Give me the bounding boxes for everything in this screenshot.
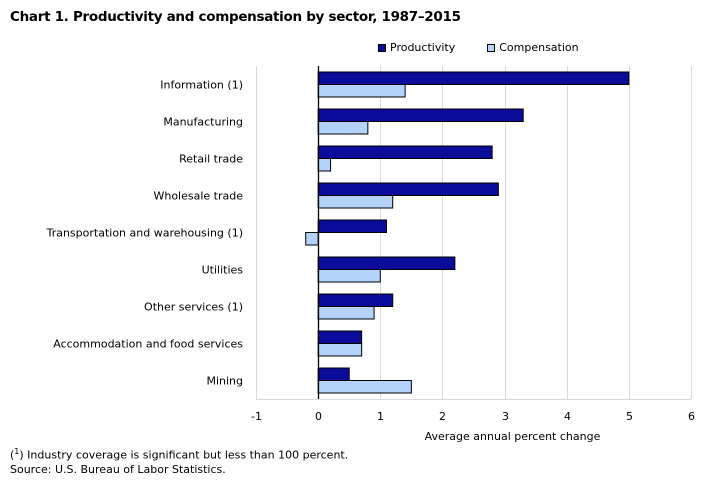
bar-productivity xyxy=(317,219,387,233)
x-tick-label: 0 xyxy=(315,410,322,423)
legend-swatch-productivity xyxy=(378,43,386,52)
bar-compensation xyxy=(305,232,319,246)
footnote-coverage: (1) Industry coverage is significant but… xyxy=(10,447,349,462)
source-note: Source: U.S. Bureau of Labor Statistics. xyxy=(10,462,226,476)
bar-productivity xyxy=(317,182,499,196)
chart-title: Chart 1. Productivity and compensation b… xyxy=(10,9,461,25)
bar-compensation xyxy=(317,306,375,320)
category-label: Retail trade xyxy=(179,153,243,166)
x-tick-label: 2 xyxy=(439,410,446,423)
legend: Productivity Compensation xyxy=(378,41,611,54)
bar-productivity xyxy=(317,108,524,122)
bar-productivity xyxy=(317,293,394,307)
x-axis-title: Average annual percent change xyxy=(425,430,601,443)
bar-productivity xyxy=(317,330,363,344)
footnotes: (1) Industry coverage is significant but… xyxy=(10,445,348,477)
category-label: Information (1) xyxy=(160,79,243,92)
bar-compensation xyxy=(317,269,381,283)
x-tick-label: 6 xyxy=(688,410,695,423)
category-labels: Information (1) Manufacturing Retail trade… xyxy=(46,79,244,388)
legend-swatch-compensation xyxy=(487,43,496,52)
bar-compensation xyxy=(317,380,412,394)
bar-compensation xyxy=(317,158,332,172)
x-tick-label: 5 xyxy=(626,410,633,423)
legend-item-productivity: Productivity xyxy=(378,41,455,54)
bar-compensation xyxy=(317,84,406,98)
x-tick-label: 1 xyxy=(377,410,384,423)
bar-productivity xyxy=(317,256,456,270)
bar-productivity xyxy=(317,367,350,381)
legend-label-compensation: Compensation xyxy=(499,41,579,54)
category-label: Other services (1) xyxy=(144,301,243,314)
x-tick-label: 4 xyxy=(564,410,571,423)
bar-compensation xyxy=(317,343,363,357)
x-tick-labels: -1 0 1 2 3 4 5 6 xyxy=(251,410,695,423)
footnote-marker: 1 xyxy=(14,447,20,456)
category-label: Accommodation and food services xyxy=(53,338,243,351)
bar-productivity xyxy=(317,145,493,159)
bars xyxy=(305,66,630,399)
category-label: Utilities xyxy=(202,264,244,277)
legend-item-compensation: Compensation xyxy=(487,41,579,54)
category-label: Wholesale trade xyxy=(153,190,243,203)
legend-label-productivity: Productivity xyxy=(390,41,456,54)
bar-compensation xyxy=(317,121,369,135)
category-label: Transportation and warehousing (1) xyxy=(46,227,243,240)
category-label: Mining xyxy=(206,375,243,388)
bar-productivity xyxy=(317,71,630,85)
footnote-text: Industry coverage is significant but les… xyxy=(23,448,349,462)
x-tick-label: 3 xyxy=(502,410,509,423)
category-label: Manufacturing xyxy=(163,116,243,129)
bar-compensation xyxy=(317,195,394,209)
x-tick-label: -1 xyxy=(251,410,262,423)
